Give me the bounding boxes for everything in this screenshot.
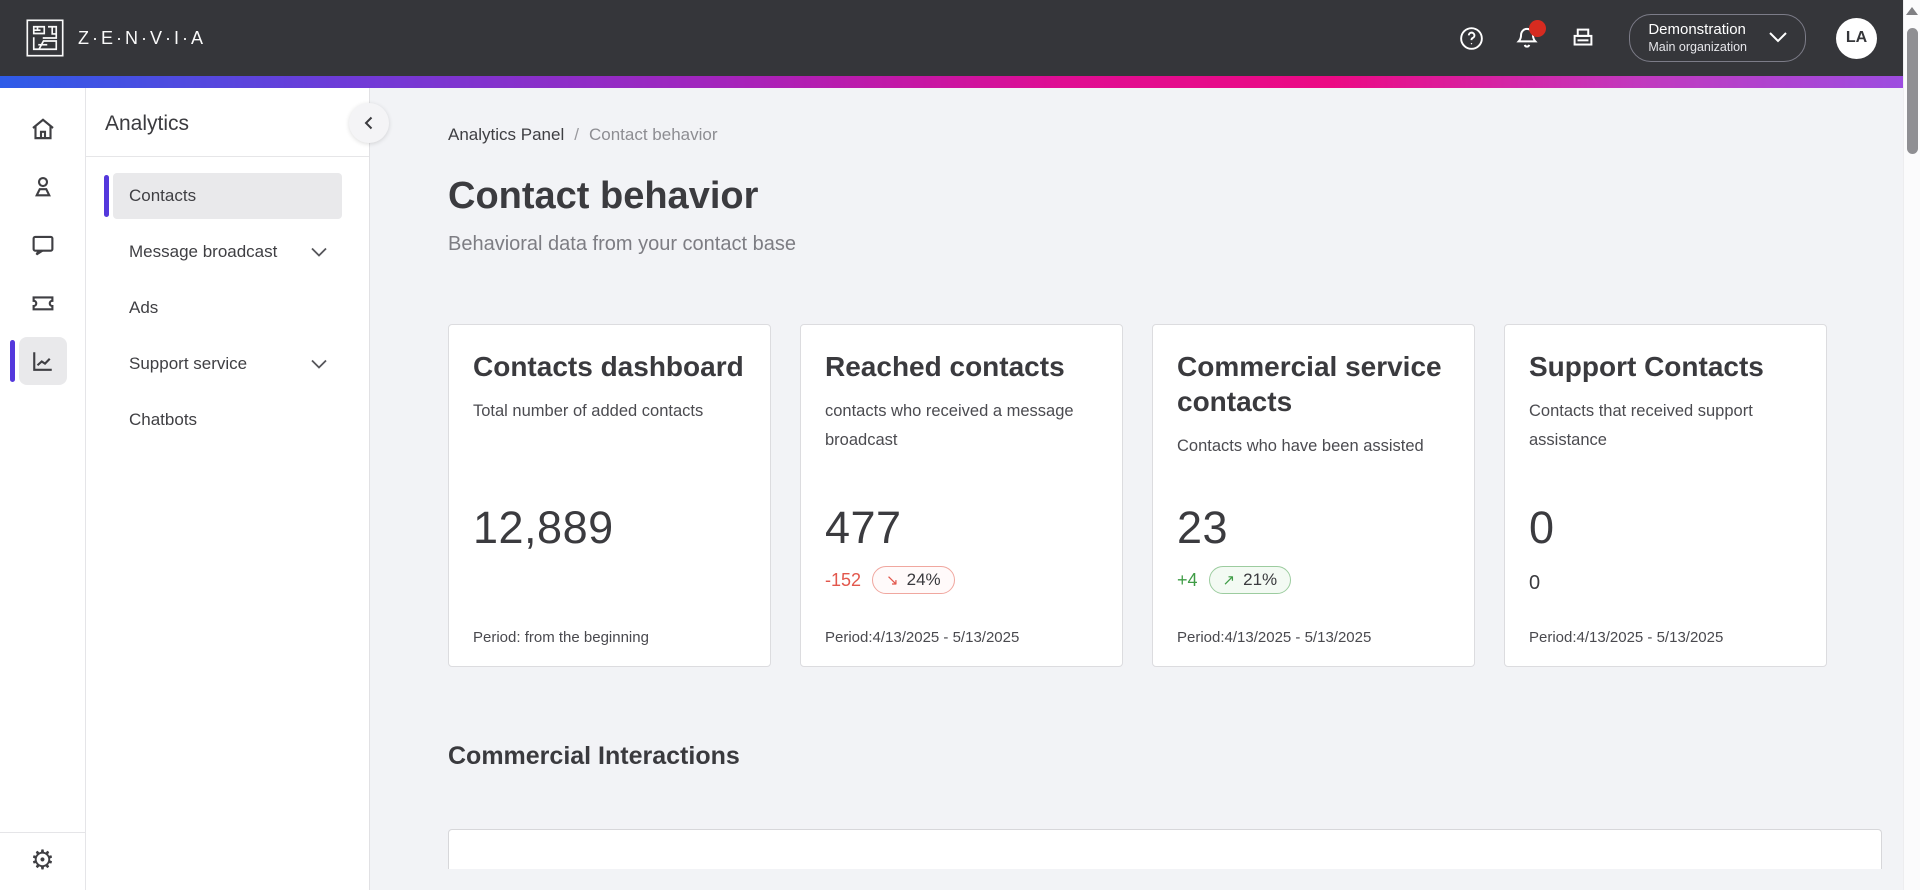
page-title: Contact behavior: [448, 175, 759, 217]
collapse-panel-button[interactable]: [349, 103, 389, 143]
card-support-contacts: Support Contacts Contacts that received …: [1504, 323, 1827, 667]
metric-value: 477: [825, 501, 902, 553]
help-button[interactable]: [1451, 18, 1491, 58]
help-circle-icon: [1458, 25, 1485, 52]
card-reached-contacts: Reached contacts contacts who received a…: [800, 323, 1123, 667]
trend-percent: 24%: [906, 570, 941, 590]
menu-item-ads[interactable]: Ads: [113, 285, 342, 331]
scrollbar-thumb[interactable]: [1907, 28, 1918, 154]
menu-item-chatbots[interactable]: Chatbots: [113, 397, 342, 443]
card-title: Commercial service contacts: [1177, 350, 1442, 417]
chat-bubble-icon: [19, 221, 67, 269]
card-metric: 0 0: [1529, 503, 1802, 596]
card-period: Period: from the beginning: [473, 628, 649, 646]
ticket-icon: [19, 279, 67, 327]
trend-down-arrow-icon: ↘: [886, 572, 899, 590]
organization-name: Demonstration: [1648, 20, 1746, 38]
kpi-cards: Contacts dashboard Total number of added…: [448, 323, 1903, 667]
panel-menu: Contacts Message broadcast Ads Support s…: [86, 157, 369, 443]
organization-switcher[interactable]: Demonstration Main organization: [1629, 13, 1806, 63]
commercial-interactions-panel: [448, 828, 1882, 869]
trend-badge: ↘ 24%: [872, 566, 955, 595]
organization-labels: Demonstration Main organization: [1648, 21, 1747, 55]
person-icon: [19, 163, 67, 211]
delta-value: 0: [1529, 572, 1541, 595]
chevron-down-icon: [1767, 30, 1789, 47]
brand[interactable]: Z·E·N·V·I·A: [24, 17, 206, 59]
card-metric: 12,889: [473, 503, 746, 553]
page-subtitle: Behavioral data from your contact base: [448, 232, 796, 255]
section-title-commercial-interactions: Commercial Interactions: [448, 741, 740, 770]
home-icon: [19, 105, 67, 153]
delta-row: 0: [1529, 566, 1802, 595]
chevron-down-icon: [310, 358, 328, 370]
menu-item-support-service[interactable]: Support service: [113, 341, 342, 387]
icon-rail: ⚙: [0, 88, 86, 890]
trend-up-arrow-icon: ↗: [1222, 572, 1236, 590]
breadcrumb: Analytics Panel / Contact behavior: [448, 125, 1903, 145]
printer-icon: [1569, 24, 1597, 52]
card-title: Support Contacts: [1529, 350, 1764, 382]
card-metric: 477 -152 ↘ 24%: [825, 503, 1098, 595]
main-content: Analytics Panel / Contact behavior Conta…: [370, 88, 1903, 890]
card-period: Period:4/13/2025 - 5/13/2025: [1529, 628, 1724, 646]
delta-value: -152: [825, 569, 862, 590]
card-metric: 23 +4 ↗ 21%: [1177, 503, 1450, 595]
card-subtitle: Total number of added contacts: [473, 401, 704, 420]
breadcrumb-parent-link[interactable]: Analytics Panel: [448, 125, 565, 144]
delta-row: -152 ↘ 24%: [825, 566, 1098, 595]
zenvia-logo-icon: [24, 17, 66, 59]
menu-item-message-broadcast[interactable]: Message broadcast: [113, 229, 342, 275]
vertical-scrollbar[interactable]: [1903, 0, 1920, 890]
menu-item-label: Support service: [129, 354, 248, 373]
accent-gradient-bar: [0, 76, 1903, 88]
sidebar-item-analytics[interactable]: [0, 332, 86, 390]
panel-title: Analytics: [105, 112, 190, 135]
organization-subtitle: Main organization: [1648, 39, 1747, 54]
metric-value: 12,889: [473, 501, 614, 553]
breadcrumb-separator: /: [574, 125, 579, 144]
print-button[interactable]: [1563, 18, 1603, 58]
card-period: Period:4/13/2025 - 5/13/2025: [1177, 628, 1372, 646]
sidebar-bottom: ⚙: [0, 832, 86, 890]
delta-value: +4: [1177, 569, 1198, 590]
menu-item-label: Chatbots: [129, 410, 198, 429]
metric-value: 0: [1529, 501, 1555, 553]
trend-percent: 21%: [1243, 570, 1278, 590]
menu-item-label: Ads: [129, 298, 159, 317]
card-title: Reached contacts: [825, 350, 1065, 382]
menu-item-label: Contacts: [129, 186, 197, 205]
card-subtitle: contacts who received a message broadcas…: [825, 401, 1074, 450]
topbar-right: Demonstration Main organization LA: [1435, 13, 1877, 63]
analytics-panel: Analytics Contacts Message broadcast Ads…: [86, 88, 389, 890]
topbar: Z·E·N·V·I·A: [0, 0, 1903, 76]
scrollbar-up-arrow[interactable]: [1906, 7, 1918, 15]
menu-item-contacts[interactable]: Contacts: [104, 173, 342, 219]
sidebar-item-contacts[interactable]: [0, 158, 86, 216]
sidebar-item-conversations[interactable]: [0, 216, 86, 274]
gear-icon[interactable]: ⚙: [30, 845, 55, 875]
trend-badge: ↗ 21%: [1208, 566, 1292, 595]
chevron-down-icon: [310, 246, 328, 258]
panel-header: Analytics: [86, 88, 369, 157]
sidebar-item-home[interactable]: [0, 100, 86, 158]
delta-row: +4 ↗ 21%: [1177, 566, 1450, 595]
metric-value: 23: [1177, 501, 1229, 553]
sidebar-item-tickets[interactable]: [0, 274, 86, 332]
card-title: Contacts dashboard: [473, 350, 744, 382]
card-subtitle: Contacts that received support assistanc…: [1529, 401, 1753, 450]
menu-item-label: Message broadcast: [129, 242, 278, 261]
avatar[interactable]: LA: [1836, 17, 1877, 59]
line-chart-icon: [18, 337, 67, 385]
card-contacts-dashboard: Contacts dashboard Total number of added…: [448, 323, 771, 667]
brand-name: Z·E·N·V·I·A: [78, 27, 206, 48]
card-period: Period:4/13/2025 - 5/13/2025: [825, 628, 1020, 646]
notifications-button[interactable]: [1507, 18, 1547, 58]
breadcrumb-current: Contact behavior: [588, 125, 718, 144]
card-commercial-service-contacts: Commercial service contacts Contacts who…: [1152, 323, 1475, 667]
notification-badge: [1529, 20, 1547, 37]
card-subtitle: Contacts who have been assisted: [1177, 436, 1424, 455]
